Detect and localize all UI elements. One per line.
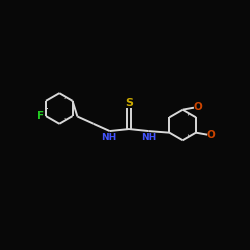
Text: NH: NH <box>101 132 116 141</box>
Text: F: F <box>37 111 44 121</box>
Text: NH: NH <box>142 132 157 141</box>
Text: O: O <box>207 130 216 140</box>
Text: O: O <box>194 102 202 112</box>
Text: S: S <box>125 98 133 108</box>
